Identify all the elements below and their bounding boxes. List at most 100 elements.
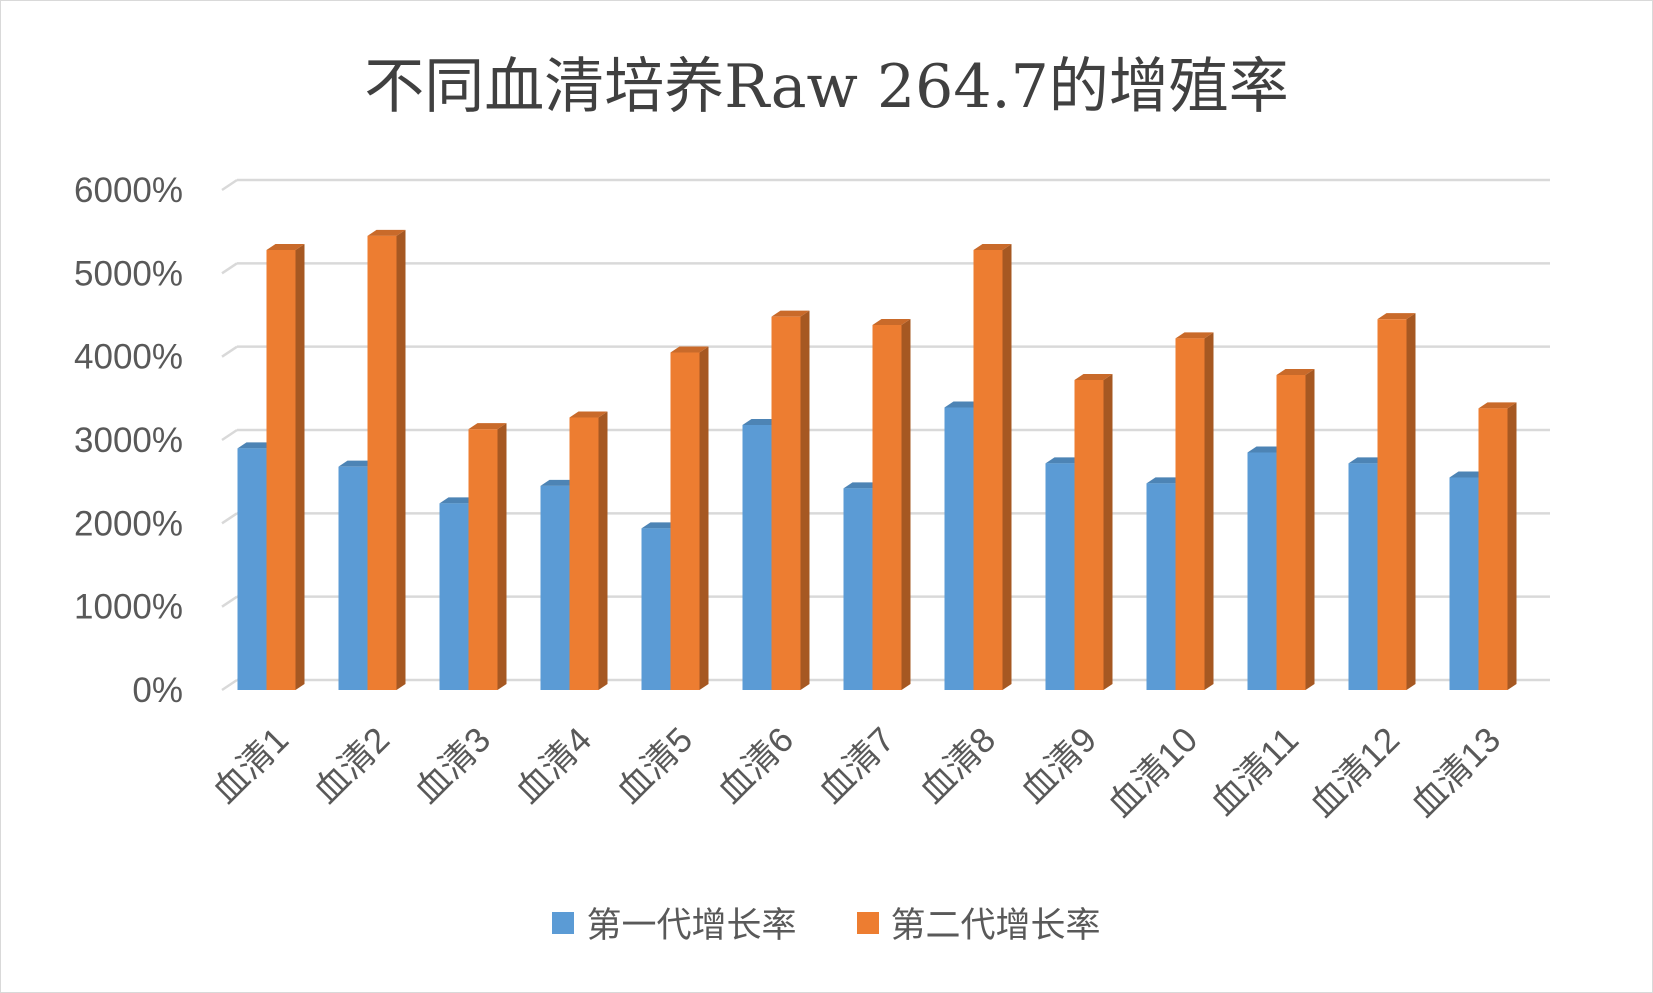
bar-top	[1377, 313, 1416, 320]
bar-side	[598, 411, 608, 690]
bar-top	[1478, 402, 1517, 409]
bar	[237, 448, 267, 690]
x-tick-label: 血清12	[1303, 720, 1408, 825]
legend-item-series-1: 第一代增长率	[552, 897, 797, 948]
legend: 第一代增长率 第二代增长率	[0, 897, 1653, 948]
bar-top	[266, 244, 305, 250]
gridline-depth	[221, 595, 238, 608]
gridline-depth	[221, 512, 238, 525]
y-tick-label: 3000%	[74, 421, 183, 460]
bar-top	[771, 310, 810, 317]
y-tick-label: 4000%	[74, 338, 183, 377]
x-tick-label: 血清5	[609, 720, 700, 811]
bar-side	[295, 244, 305, 690]
bar-side	[1204, 332, 1214, 690]
bar-side	[800, 310, 810, 690]
gridline-depth	[221, 428, 238, 442]
bar-side	[497, 423, 507, 690]
x-tick-label: 血清3	[407, 720, 498, 811]
y-tick-label: 1000%	[74, 588, 183, 627]
bar-top	[439, 497, 478, 504]
bar-top	[944, 401, 983, 408]
x-tick-label: 血清8	[912, 720, 1003, 811]
y-tick-label: 2000%	[74, 504, 183, 543]
bar-top	[1045, 457, 1084, 464]
bar-top	[872, 319, 911, 325]
bar	[338, 466, 368, 690]
x-tick-label: 血清1	[205, 720, 296, 811]
bar	[468, 429, 498, 690]
bar	[569, 417, 599, 690]
bar	[872, 325, 902, 690]
bar-top	[1449, 471, 1488, 478]
x-tick-label: 血清10	[1101, 720, 1206, 825]
chart-title: 不同血清培养Raw 264.7的增殖率	[364, 52, 1289, 122]
bar	[771, 316, 801, 690]
bar	[540, 485, 570, 690]
bar-top	[237, 442, 276, 449]
bar-top	[1276, 369, 1315, 375]
bar	[944, 407, 974, 690]
bar	[641, 528, 671, 690]
bar-side	[1305, 369, 1315, 690]
bar-side	[1507, 402, 1517, 690]
bar	[439, 503, 469, 690]
bar-top	[367, 229, 406, 236]
bar-side	[699, 346, 709, 690]
bar-top	[540, 479, 579, 486]
bar-top	[569, 411, 608, 418]
bar-top	[670, 346, 709, 353]
bar-side	[901, 319, 911, 690]
gridline-depth	[221, 178, 238, 192]
x-tick-label: 血清4	[508, 720, 599, 811]
bar-side	[1406, 313, 1416, 690]
legend-swatch-series-1	[552, 911, 575, 934]
bar-top	[1074, 374, 1113, 380]
bar-top	[338, 460, 377, 467]
y-tick-label: 5000%	[74, 254, 183, 293]
bar	[1175, 338, 1205, 690]
bar	[1478, 408, 1508, 690]
bar-top	[468, 423, 507, 430]
y-tick-label: 0%	[132, 671, 183, 710]
legend-label-series-2: 第二代增长率	[890, 906, 1101, 945]
bar-side	[396, 229, 406, 691]
bar-top	[1247, 446, 1286, 453]
bar	[1247, 452, 1277, 690]
bar	[1377, 319, 1407, 690]
x-tick-label: 血清9	[1013, 720, 1104, 811]
legend-item-series-2: 第二代增长率	[856, 897, 1101, 948]
bar	[1146, 483, 1176, 690]
y-tick-label: 6000%	[74, 171, 183, 210]
legend-swatch-series-2	[856, 911, 879, 934]
bar-top	[742, 419, 781, 425]
bar-side	[1002, 244, 1012, 690]
x-tick-label: 血清6	[710, 720, 801, 811]
bar	[1348, 463, 1378, 690]
bar	[1449, 477, 1479, 690]
bar-top	[1175, 332, 1214, 339]
x-tick-label: 血清11	[1203, 720, 1306, 823]
bar	[742, 425, 772, 690]
bar	[670, 352, 700, 690]
x-tick-label: 血清2	[306, 720, 397, 811]
bar	[367, 235, 397, 691]
gridline-depth	[221, 678, 238, 692]
bar-top	[973, 244, 1012, 250]
x-tick-label: 血清13	[1404, 720, 1509, 825]
bar	[1045, 463, 1075, 690]
bar-top	[641, 522, 680, 529]
bar-top	[843, 482, 882, 489]
bar	[266, 250, 296, 690]
x-tick-label: 血清7	[811, 720, 902, 811]
gridline-depth	[221, 262, 238, 275]
bar	[1074, 380, 1104, 690]
bar	[973, 250, 1003, 690]
gridline-depth	[221, 345, 238, 358]
bar-side	[1103, 374, 1113, 690]
bar	[1276, 375, 1306, 690]
bar-top	[1348, 457, 1387, 464]
bar	[843, 488, 873, 690]
legend-label-series-1: 第一代增长率	[586, 906, 797, 945]
